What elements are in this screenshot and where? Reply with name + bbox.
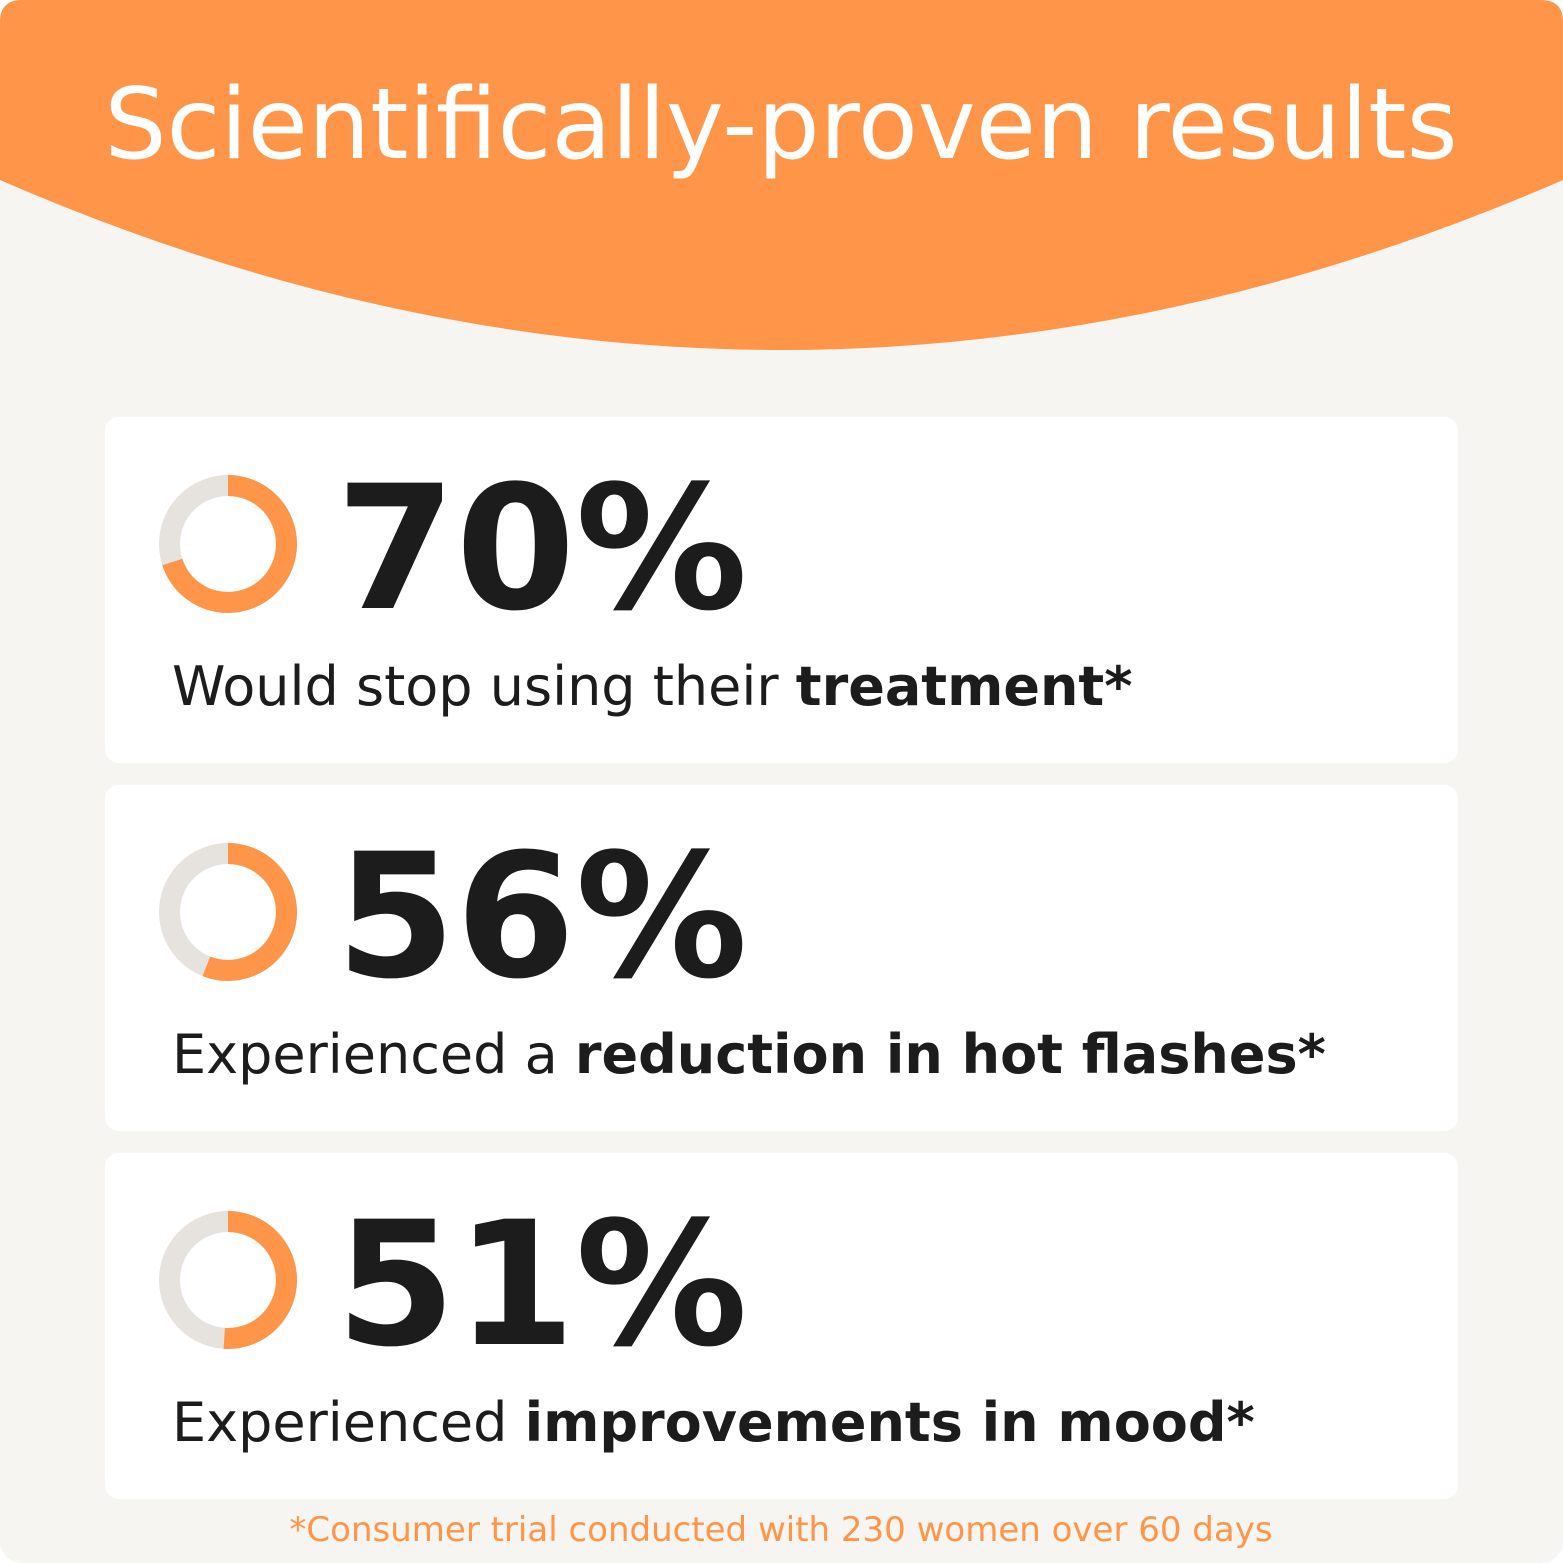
stat-value: 70% xyxy=(336,448,748,649)
stat-card: 51%Experienced improvements in mood* xyxy=(105,1153,1458,1499)
header-title: Scientifically-proven results xyxy=(104,68,1457,182)
stat-card: 70%Would stop using their treatment* xyxy=(105,417,1458,763)
stat-value: 51% xyxy=(336,1184,748,1385)
stat-value: 56% xyxy=(336,816,748,1017)
description-bold: improvements in mood xyxy=(525,1391,1227,1454)
footnote: *Consumer trial conducted with 230 women… xyxy=(289,1510,1272,1550)
card xyxy=(105,417,1458,763)
ring-progress xyxy=(159,1211,297,1349)
ring-progress xyxy=(159,843,297,981)
stat-description: Experienced improvements in mood* xyxy=(172,1391,1255,1454)
stat-card: 56%Experienced a reduction in hot flashe… xyxy=(105,785,1458,1131)
stat-description: Would stop using their treatment* xyxy=(172,655,1132,718)
description-suffix: * xyxy=(1104,655,1132,718)
description-text: Experienced xyxy=(172,1391,525,1454)
stat-description: Experienced a reduction in hot flashes* xyxy=(172,1023,1326,1086)
card xyxy=(105,1153,1458,1499)
description-bold: treatment xyxy=(796,655,1104,718)
description-text: Experienced a xyxy=(172,1023,575,1086)
ring-progress xyxy=(159,475,297,613)
description-suffix: * xyxy=(1298,1023,1326,1086)
header-band xyxy=(0,0,1563,350)
description-text: Would stop using their xyxy=(172,655,796,718)
description-suffix: * xyxy=(1227,1391,1255,1454)
description-bold: reduction in hot flashes xyxy=(575,1023,1298,1086)
card xyxy=(105,785,1458,1131)
